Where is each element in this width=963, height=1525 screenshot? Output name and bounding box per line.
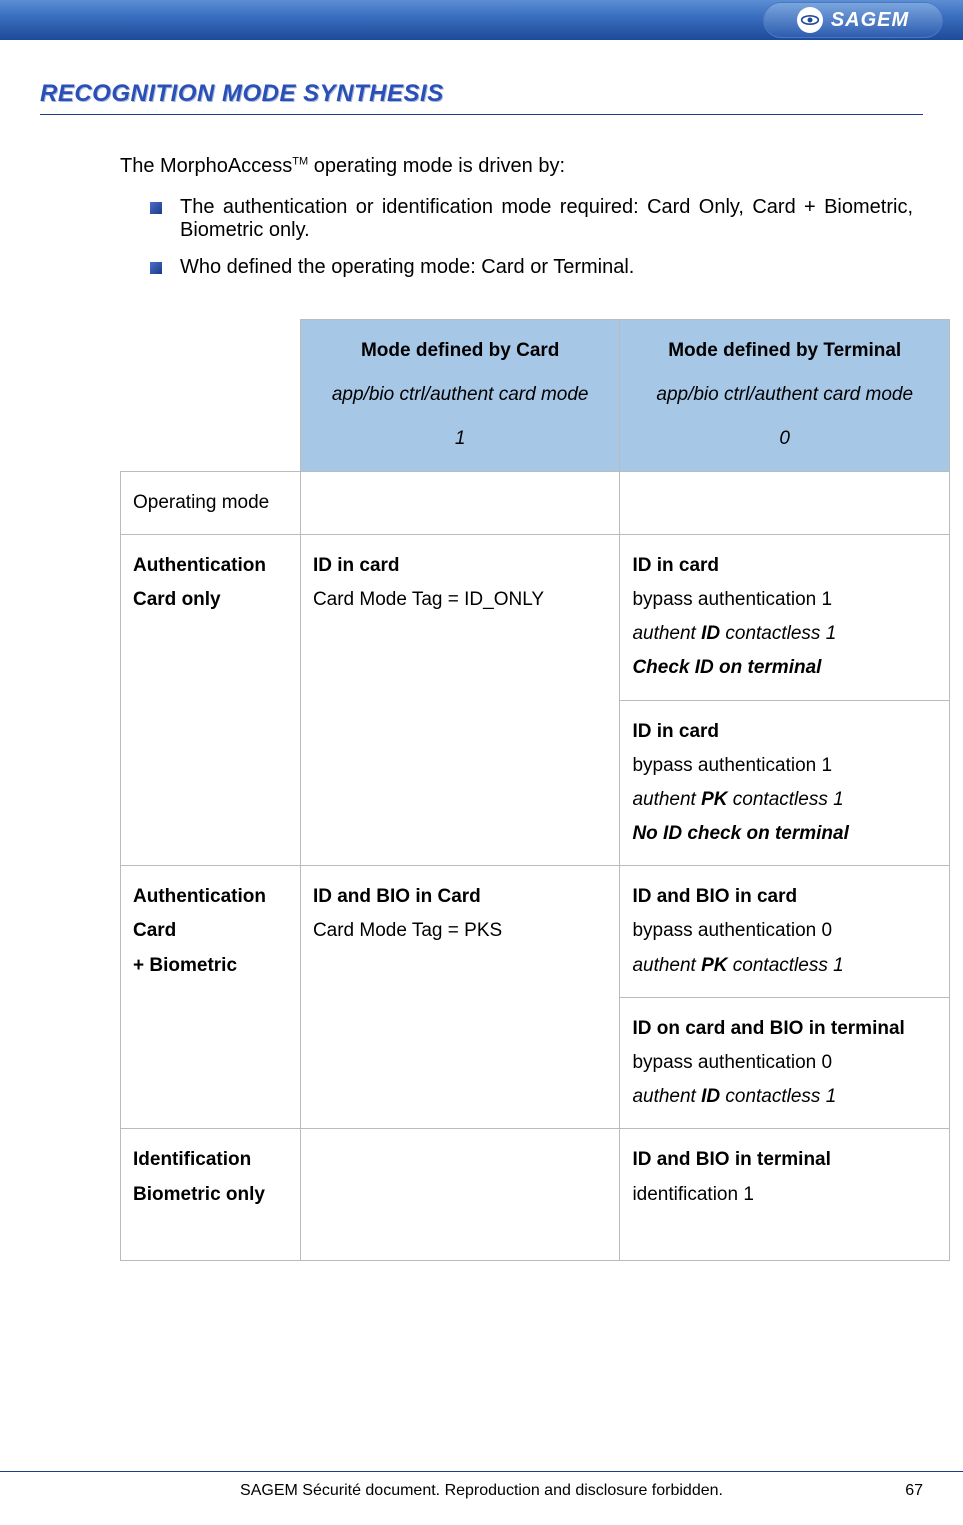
table-row-auth-card-bio: Authentication Card + Biometric ID and B… bbox=[121, 866, 950, 998]
cell-line: bypass authentication 1 bbox=[632, 749, 937, 783]
table-row-auth-card-only: Authentication Card only ID in card Card… bbox=[121, 534, 950, 700]
cell-line: ID and BIO in Card bbox=[313, 880, 608, 914]
label-line: Card only bbox=[133, 583, 288, 617]
cell-line: Check ID on terminal bbox=[632, 651, 937, 685]
cell-line: bypass authentication 1 bbox=[632, 583, 937, 617]
empty-cell bbox=[300, 471, 620, 534]
cell-line: ID in card bbox=[313, 549, 608, 583]
cell-card-bio-byterminal-a: ID and BIO in card bypass authentication… bbox=[620, 866, 950, 998]
table-header-card: Mode defined by Card app/bio ctrl/authen… bbox=[300, 320, 620, 472]
page-number: 67 bbox=[905, 1482, 923, 1500]
table-corner-cell bbox=[121, 320, 301, 472]
cell-line: authent PK contactless 1 bbox=[632, 949, 937, 983]
row-label-auth-card-only: Authentication Card only bbox=[121, 534, 301, 866]
brand-logo: SAGEM bbox=[763, 2, 943, 38]
header-subtitle: app/bio ctrl/authent card mode bbox=[313, 378, 608, 412]
cell-ident-bio-byterminal: ID and BIO in terminal identification 1 bbox=[620, 1129, 950, 1261]
cell-line: Card Mode Tag = ID_ONLY bbox=[313, 583, 608, 617]
table-header-terminal: Mode defined by Terminal app/bio ctrl/au… bbox=[620, 320, 950, 472]
header-value: 1 bbox=[313, 422, 608, 456]
header-title: Mode defined by Terminal bbox=[632, 334, 937, 368]
label-line: Authentication bbox=[133, 549, 288, 583]
header-bar: SAGEM bbox=[0, 0, 963, 40]
cell-line: authent PK contactless 1 bbox=[632, 783, 937, 817]
cell-card-only-bycard: ID in card Card Mode Tag = ID_ONLY bbox=[300, 534, 620, 866]
label-line: + Biometric bbox=[133, 949, 288, 983]
table-row-operating-mode: Operating mode bbox=[121, 471, 950, 534]
header-title: Mode defined by Card bbox=[313, 334, 608, 368]
intro-text-post: operating mode is driven by: bbox=[308, 155, 565, 177]
brand-logo-icon bbox=[797, 7, 823, 33]
intro-text-pre: The MorphoAccess bbox=[120, 155, 292, 177]
intro-block: The MorphoAccessTM operating mode is dri… bbox=[120, 155, 913, 279]
bullet-list: The authentication or identification mod… bbox=[150, 196, 913, 279]
label-line: Card bbox=[133, 914, 288, 948]
cell-line: Card Mode Tag = PKS bbox=[313, 914, 608, 948]
empty-cell bbox=[300, 1129, 620, 1261]
cell-line: authent ID contactless 1 bbox=[632, 1080, 937, 1114]
cell-line: identification 1 bbox=[632, 1178, 937, 1212]
cell-line: bypass authentication 0 bbox=[632, 1046, 937, 1080]
cell-card-bio-byterminal-b: ID on card and BIO in terminal bypass au… bbox=[620, 997, 950, 1129]
brand-name: SAGEM bbox=[831, 9, 909, 32]
cell-line: ID in card bbox=[632, 549, 937, 583]
cell-line: authent ID contactless 1 bbox=[632, 617, 937, 651]
page-footer: SAGEM Sécurité document. Reproduction an… bbox=[0, 1471, 963, 1500]
label-line: Identification bbox=[133, 1143, 288, 1177]
intro-trademark: TM bbox=[292, 155, 308, 167]
mode-table: Mode defined by Card app/bio ctrl/authen… bbox=[120, 319, 950, 1261]
footer-text: SAGEM Sécurité document. Reproduction an… bbox=[0, 1482, 963, 1500]
label-line: Authentication bbox=[133, 880, 288, 914]
table-row-ident-bio: Identification Biometric only ID and BIO… bbox=[121, 1129, 950, 1261]
header-subtitle: app/bio ctrl/authent card mode bbox=[632, 378, 937, 412]
section-title: RECOGNITION MODE SYNTHESIS bbox=[40, 80, 923, 115]
page-content: RECOGNITION MODE SYNTHESIS The MorphoAcc… bbox=[0, 40, 963, 1261]
label-line: Biometric only bbox=[133, 1178, 288, 1212]
cell-card-only-byterminal-b: ID in card bypass authentication 1 authe… bbox=[620, 700, 950, 866]
empty-cell bbox=[620, 471, 950, 534]
cell-line: ID in card bbox=[632, 715, 937, 749]
cell-line: ID and BIO in card bbox=[632, 880, 937, 914]
row-label-ident-bio: Identification Biometric only bbox=[121, 1129, 301, 1261]
header-value: 0 bbox=[632, 422, 937, 456]
cell-line: bypass authentication 0 bbox=[632, 914, 937, 948]
cell-line: No ID check on terminal bbox=[632, 817, 937, 851]
cell-card-only-byterminal-a: ID in card bypass authentication 1 authe… bbox=[620, 534, 950, 700]
bullet-item: Who defined the operating mode: Card or … bbox=[150, 256, 913, 279]
table-header-row: Mode defined by Card app/bio ctrl/authen… bbox=[121, 320, 950, 472]
intro-paragraph: The MorphoAccessTM operating mode is dri… bbox=[120, 155, 913, 178]
bullet-item: The authentication or identification mod… bbox=[150, 196, 913, 242]
row-label-auth-card-bio: Authentication Card + Biometric bbox=[121, 866, 301, 1129]
cell-line: ID on card and BIO in terminal bbox=[632, 1012, 937, 1046]
cell-card-bio-bycard: ID and BIO in Card Card Mode Tag = PKS bbox=[300, 866, 620, 1129]
cell-line: ID and BIO in terminal bbox=[632, 1143, 937, 1177]
row-label-operating: Operating mode bbox=[121, 471, 301, 534]
